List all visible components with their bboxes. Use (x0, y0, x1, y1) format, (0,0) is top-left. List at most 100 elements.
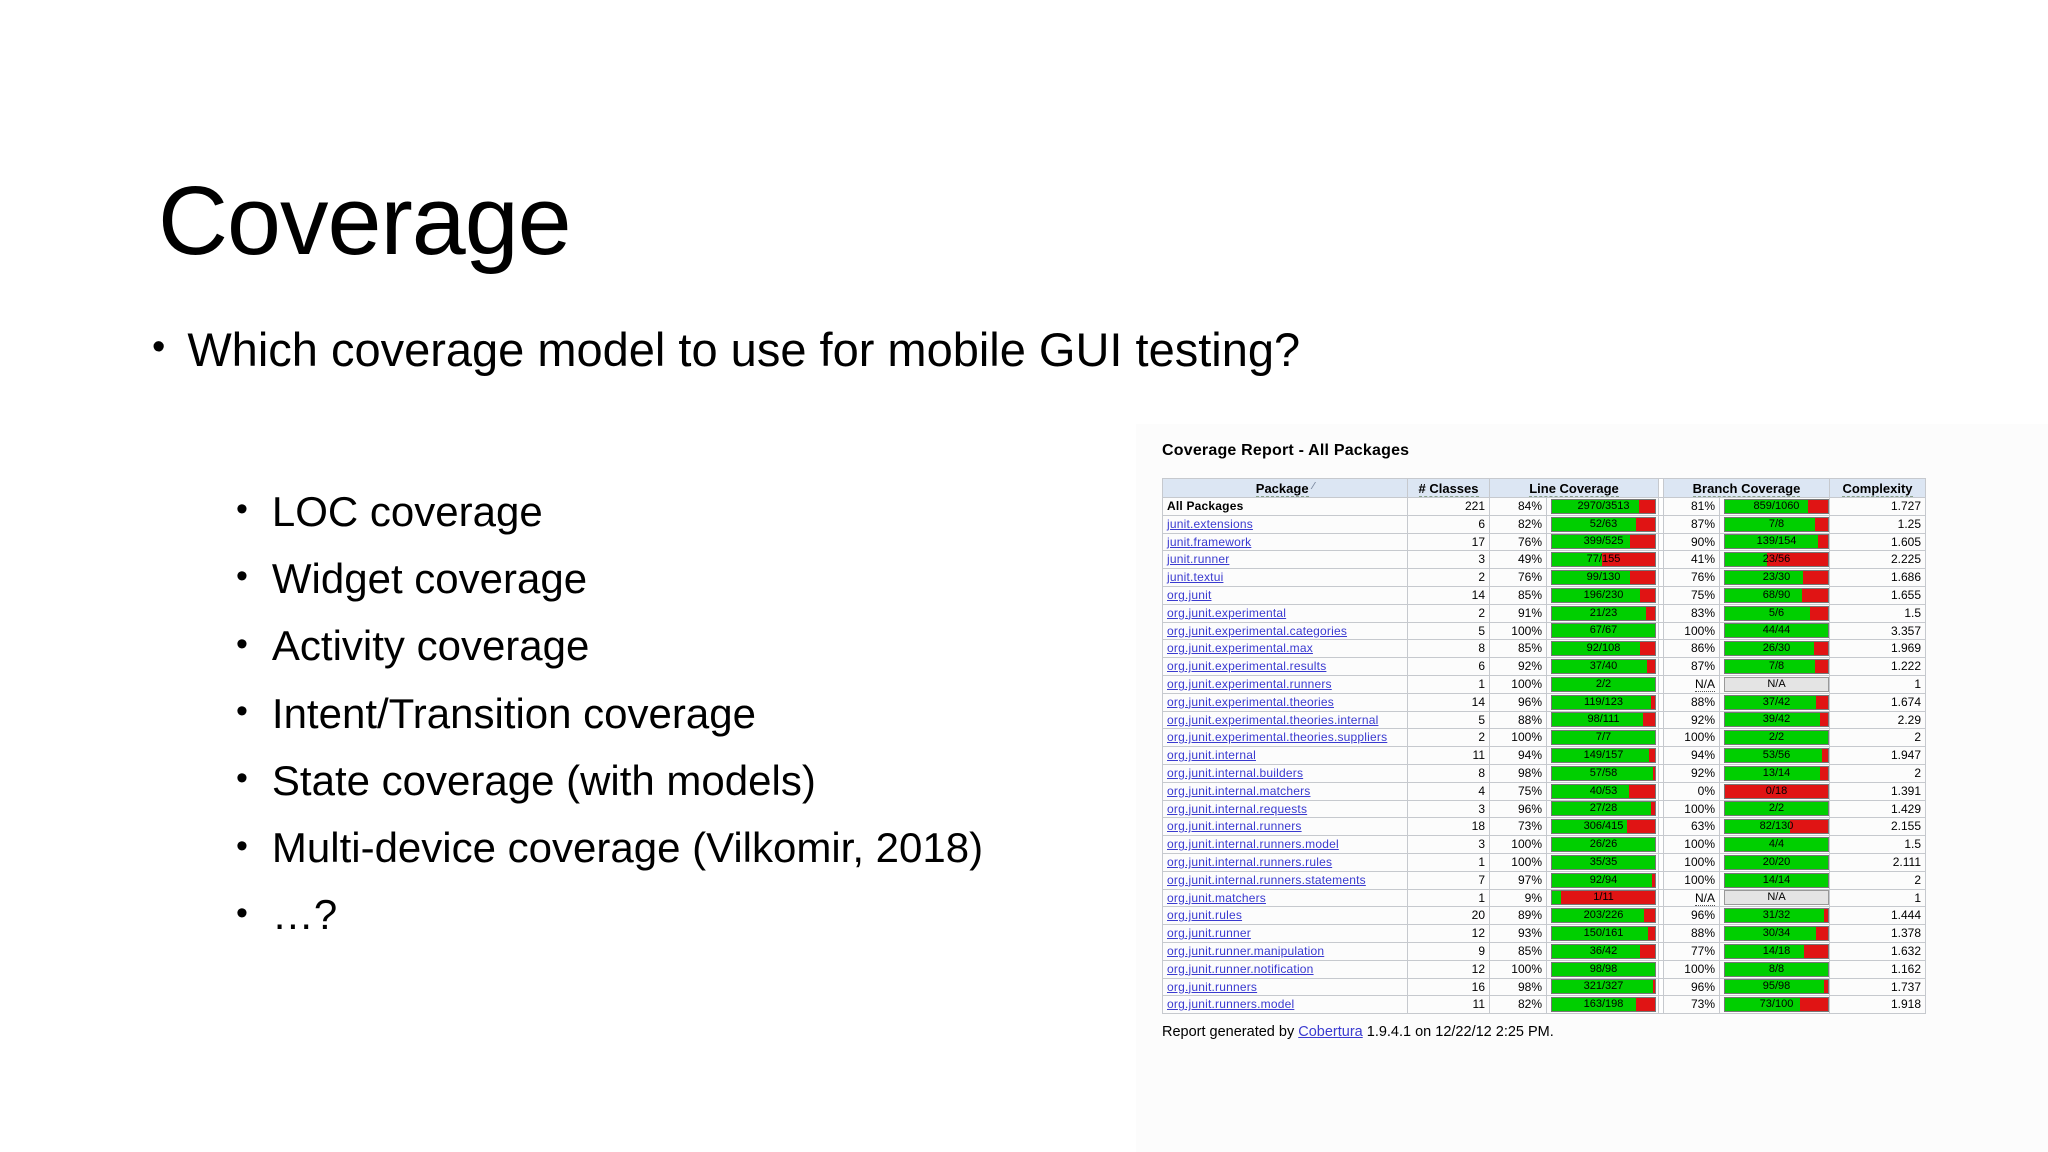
package-cell: org.junit.internal (1162, 746, 1408, 765)
table-row: org.junit.experimental.categories 5 100% 67… (1162, 621, 1926, 641)
package-link[interactable]: org.junit.experimental.theories.internal (1167, 712, 1379, 727)
classes-cell: 6 (1407, 657, 1490, 676)
package-cell: org.junit.experimental.theories (1162, 692, 1408, 712)
col-header-package[interactable]: Package (1255, 480, 1309, 497)
package-link[interactable]: org.junit.experimental.theories.supplier… (1167, 730, 1388, 745)
bar-green-segment (1552, 535, 1631, 549)
bar-green-segment (1725, 695, 1816, 709)
package-link[interactable]: org.junit.runners (1167, 979, 1258, 994)
line-pct-cell: 100% (1489, 674, 1547, 694)
list-item: • Widget coverage (236, 545, 983, 612)
package-link[interactable]: org.junit.internal.runners (1167, 819, 1302, 834)
package-link[interactable]: org.junit.experimental (1167, 605, 1287, 620)
bar-green-segment (1552, 588, 1640, 602)
package-link[interactable]: org.junit.runners.model (1167, 997, 1295, 1012)
package-link[interactable]: org.junit (1167, 587, 1212, 602)
line-pct-cell: 76% (1489, 532, 1547, 552)
table-row: org.junit.internal.requests 3 96% 27/28 100%… (1162, 799, 1926, 819)
col-header-branch-coverage[interactable]: Branch Coverage (1692, 480, 1801, 497)
bar-label: 2/2 (1768, 731, 1785, 744)
branch-coverage-bar: 26/30 (1724, 641, 1829, 657)
package-link[interactable]: org.junit.internal.runners.model (1167, 837, 1339, 852)
package-link[interactable]: junit.extensions (1167, 516, 1253, 531)
branch-coverage-bar: 13/14 (1724, 765, 1829, 781)
package-link[interactable]: org.junit.rules (1167, 908, 1243, 923)
line-pct-cell: 93% (1489, 924, 1547, 943)
package-link[interactable]: org.junit.experimental.max (1167, 641, 1313, 656)
table-row: org.junit.experimental.max 8 85% 92/108 86% 2… (1162, 639, 1926, 659)
col-header-line-coverage[interactable]: Line Coverage (1529, 480, 1619, 497)
branch-pct-cell: 100% (1663, 870, 1720, 890)
branch-pct-cell: 96% (1663, 977, 1720, 997)
package-link[interactable]: junit.framework (1167, 534, 1252, 549)
branch-coverage-bar: 30/34 (1724, 926, 1829, 942)
classes-cell: 9 (1407, 941, 1490, 961)
complexity-cell: 1.737 (1829, 977, 1926, 997)
package-link[interactable]: junit.runner (1167, 552, 1230, 567)
bar-label: 149/157 (1583, 749, 1624, 762)
classes-cell: 8 (1407, 639, 1490, 659)
package-link[interactable]: org.junit.internal (1167, 748, 1256, 763)
package-link[interactable]: org.junit.experimental.results (1167, 659, 1327, 674)
package-link[interactable]: org.junit.matchers (1167, 890, 1266, 905)
line-coverage-bar: 40/53 (1551, 783, 1656, 799)
bar-green-segment (1725, 980, 1824, 994)
branch-pct-cell: 100% (1663, 799, 1720, 819)
bar-green-segment (1725, 927, 1816, 941)
col-header-classes[interactable]: # Classes (1418, 480, 1479, 497)
bar-label: 26/26 (1589, 838, 1618, 851)
sub-bullet-text: LOC coverage (271, 487, 543, 535)
branch-coverage-bar: 20/20 (1724, 854, 1829, 870)
branch-pct-cell: 100% (1663, 959, 1720, 979)
line-coverage-bar: 27/28 (1551, 801, 1656, 817)
coverage-table: Package ⁄ # Classes Line Coverage Branch … (1162, 478, 1926, 1015)
classes-cell: 17 (1407, 532, 1490, 552)
table-row: org.junit.runners 16 98% 321/327 96% 95/98 1.7… (1162, 977, 1926, 997)
complexity-cell: 1.947 (1829, 746, 1926, 765)
footer-prefix: Report generated by (1162, 1024, 1295, 1040)
cobertura-link[interactable]: Cobertura (1298, 1024, 1363, 1040)
package-link[interactable]: org.junit.runner (1167, 926, 1251, 941)
bar-green-segment (1725, 998, 1801, 1012)
package-link[interactable]: junit.textui (1167, 570, 1224, 585)
complexity-cell: 1.727 (1829, 497, 1926, 516)
package-link[interactable]: org.junit.internal.runners.statements (1167, 872, 1366, 887)
branch-pct-cell: 86% (1663, 639, 1720, 659)
branch-pct-cell: 73% (1663, 995, 1720, 1015)
package-link[interactable]: org.junit.internal.builders (1167, 765, 1304, 780)
bar-green-segment (1725, 855, 1828, 869)
package-link[interactable]: org.junit.experimental.categories (1167, 623, 1348, 638)
bar-green-segment (1552, 784, 1630, 798)
bar-label: 4/4 (1768, 838, 1785, 851)
package-link[interactable]: org.junit.internal.runners.rules (1167, 854, 1333, 869)
bar-label: 68/90 (1762, 588, 1791, 601)
bar-green-segment (1552, 998, 1637, 1012)
bar-green-segment (1725, 838, 1828, 852)
branch-coverage-bar: 95/98 (1724, 979, 1829, 995)
list-item: • Intent/Transition coverage (236, 680, 983, 747)
bar-label: 7/8 (1768, 660, 1785, 673)
classes-cell: 11 (1407, 995, 1490, 1015)
bar-green-segment (1552, 766, 1653, 780)
package-link[interactable]: org.junit.internal.requests (1167, 801, 1308, 816)
package-link[interactable]: org.junit.internal.matchers (1167, 783, 1311, 798)
bar-label: 53/56 (1762, 749, 1791, 762)
line-coverage-bar: 77/155 (1551, 552, 1656, 568)
branch-coverage-bar: 7/8 (1724, 659, 1829, 675)
classes-cell: 2 (1407, 568, 1490, 587)
package-link[interactable]: org.junit.runner.manipulation (1167, 943, 1325, 958)
sub-bullet-text: Activity coverage (271, 622, 590, 670)
list-item: • LOC coverage (236, 478, 983, 545)
bar-label: 37/40 (1589, 660, 1618, 673)
bar-label: 98/98 (1589, 962, 1618, 975)
bullet-icon: • (236, 893, 248, 932)
bar-green-segment (1552, 731, 1655, 745)
bar-green-segment (1552, 660, 1647, 674)
package-link[interactable]: org.junit.experimental.runners (1167, 676, 1332, 691)
package-link[interactable]: org.junit.experimental.theories (1167, 694, 1334, 709)
bar-label: 40/53 (1589, 784, 1618, 797)
col-header-complexity[interactable]: Complexity (1842, 480, 1913, 497)
package-link[interactable]: org.junit.runner.notification (1167, 961, 1314, 976)
line-coverage-bar: 7/7 (1551, 730, 1656, 746)
bar-green-segment (1552, 642, 1640, 656)
